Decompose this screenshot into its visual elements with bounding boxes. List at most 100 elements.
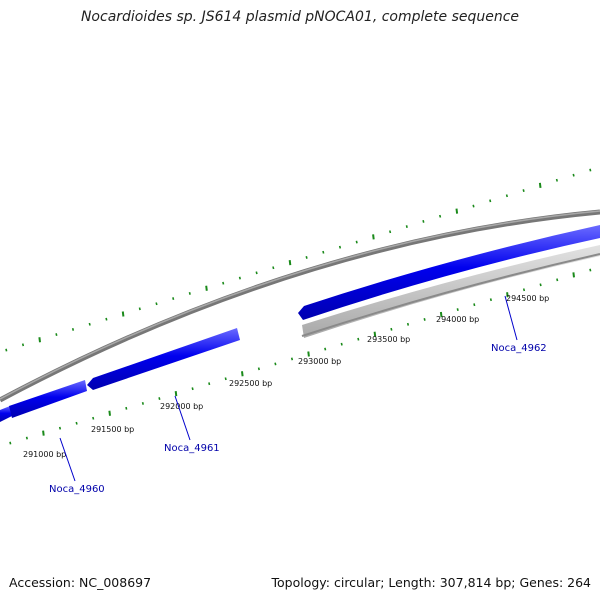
leader-line-noca-4960 — [59, 437, 76, 482]
outer-tick — [88, 322, 91, 326]
inner-tick — [357, 337, 360, 341]
outer-tick — [21, 343, 25, 347]
inner-tick — [191, 387, 194, 391]
gene-arrow-noca-4961[interactable] — [87, 328, 240, 390]
scale-label: 294500 bp — [506, 294, 549, 303]
inner-tick — [92, 416, 95, 420]
outer-tick — [272, 266, 275, 270]
outer-tick — [238, 276, 241, 280]
outer-tick — [389, 230, 392, 234]
inner-tick — [506, 292, 509, 298]
backbone-highlight — [0, 210, 600, 400]
outer-tick — [555, 178, 558, 182]
outer-tick-ring — [5, 168, 592, 352]
inner-tick — [456, 308, 459, 311]
inner-tick — [241, 371, 244, 377]
scale-label: 292500 bp — [229, 379, 272, 388]
accession-text: Accession: NC_008697 — [9, 575, 152, 590]
gene-labels: Noca_4960 Noca_4961 Noca_4962 — [49, 343, 547, 495]
outer-tick — [405, 225, 408, 228]
outer-tick — [205, 285, 208, 291]
inner-tick — [158, 397, 161, 400]
leader-line-noca-4962 — [504, 295, 518, 341]
leader-line-noca-4961 — [174, 395, 191, 441]
inner-tick — [208, 382, 211, 386]
outer-tick — [105, 317, 108, 321]
outer-tick — [338, 245, 342, 249]
outer-tick — [372, 234, 375, 240]
outer-tick — [472, 204, 475, 208]
inner-tick — [25, 436, 28, 440]
inner-tick — [489, 298, 492, 302]
scale-label: 294000 bp — [436, 315, 479, 324]
inner-tick — [290, 357, 294, 361]
outer-tick — [355, 240, 358, 244]
topology-summary: Topology: circular; Length: 307,814 bp; … — [271, 575, 592, 590]
inner-tick — [572, 272, 575, 278]
scale-labels: 291000 bp 291500 bp 292000 bp 292500 bp … — [23, 294, 549, 459]
gene-arrow-noca-4962[interactable] — [298, 225, 600, 320]
outer-tick — [121, 311, 125, 317]
outer-tick — [589, 168, 592, 172]
inner-tick — [324, 347, 327, 351]
outer-tick — [455, 208, 459, 214]
gene-label-noca-4961[interactable]: Noca_4961 — [164, 443, 220, 454]
inner-tick — [9, 441, 12, 445]
outer-tick — [422, 220, 425, 223]
gene-leader-lines — [59, 295, 518, 482]
outer-tick — [138, 307, 141, 311]
inner-tick — [439, 311, 443, 318]
inner-ring-line — [301, 253, 600, 337]
gene-label-noca-4962[interactable]: Noca_4962 — [491, 343, 547, 354]
outer-tick — [155, 302, 158, 306]
gene-label-noca-4960[interactable]: Noca_4960 — [49, 484, 105, 495]
map-title: Nocardioides sp. JS614 plasmid pNOCA01, … — [80, 9, 520, 25]
outer-tick — [439, 214, 442, 218]
inner-tick — [125, 406, 128, 410]
inner-tick — [274, 362, 277, 366]
inner-tick — [108, 410, 111, 416]
inner-tick — [589, 268, 592, 272]
inner-tick — [224, 377, 227, 381]
outer-tick — [71, 328, 75, 331]
inner-tick — [522, 288, 526, 292]
inner-tick — [539, 283, 542, 287]
outer-tick — [288, 259, 292, 266]
inner-tick — [406, 322, 410, 326]
inner-tick — [75, 421, 78, 425]
inner-tick — [58, 426, 62, 430]
inner-tick — [307, 351, 310, 357]
inner-tick — [42, 430, 45, 436]
outer-tick — [572, 173, 575, 177]
inner-tick — [556, 278, 559, 282]
gene-arrow-noca-4960[interactable] — [9, 380, 87, 418]
inner-tick-ring — [9, 268, 592, 445]
scale-label: 291500 bp — [91, 425, 134, 434]
inner-tick — [473, 303, 476, 307]
outer-tick — [38, 337, 41, 343]
inner-tick — [340, 342, 343, 346]
scale-label: 291000 bp — [23, 450, 66, 459]
inner-tick — [141, 402, 144, 405]
outer-tick — [255, 271, 258, 275]
outer-tick — [305, 256, 308, 259]
outer-tick — [5, 348, 8, 352]
outer-tick — [188, 292, 191, 295]
inner-tick — [390, 327, 393, 331]
inner-tick — [174, 390, 178, 397]
inner-tick — [373, 331, 377, 337]
outer-tick — [172, 297, 175, 300]
inner-tick — [423, 318, 426, 321]
scale-label: 293000 bp — [298, 357, 341, 366]
scale-label: 292000 bp — [160, 402, 203, 411]
outer-tick — [505, 194, 508, 198]
outer-tick — [55, 333, 58, 336]
gene-arrow-noca-4959[interactable] — [0, 406, 12, 422]
outer-tick — [322, 250, 325, 254]
outer-tick — [489, 199, 492, 203]
inner-tick — [257, 367, 260, 371]
scale-label: 293500 bp — [367, 335, 410, 344]
outer-tick — [538, 182, 542, 189]
outer-tick — [222, 281, 225, 285]
